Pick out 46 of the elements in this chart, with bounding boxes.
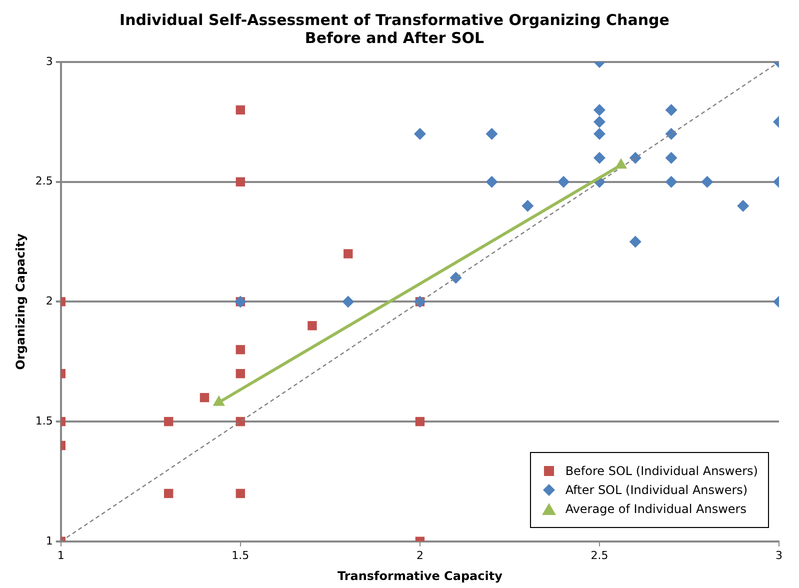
point [629,236,642,248]
point [415,416,425,426]
legend-label: Average of Individual Answers [565,502,746,516]
point [342,296,354,308]
legend-label: Before SOL (Individual Answers) [565,464,758,478]
point [737,200,750,212]
point [558,176,570,188]
point [593,104,606,116]
x-tick-label: 1 [57,548,64,562]
y-tick-label: 2 [46,294,53,308]
point [486,128,498,140]
point [164,488,174,498]
x-tick-label: 2 [416,548,424,562]
point [593,152,606,164]
point [450,272,462,284]
point [593,128,606,140]
point [200,392,210,402]
point [665,176,678,188]
y-tick-label: 1.5 [35,414,53,428]
y-tick-label: 1 [46,534,53,548]
point [236,105,246,115]
point [344,249,353,258]
point [236,369,246,378]
point [701,176,714,188]
point [414,128,426,140]
legend-label: After SOL (Individual Answers) [565,483,748,497]
y-tick-label: 3 [46,54,53,68]
point [665,128,678,140]
point [308,321,317,330]
point [164,416,174,426]
point [665,152,678,164]
point [629,152,642,164]
y-axis-title: Organizing Capacity [13,233,28,370]
point [593,116,606,128]
point [522,200,534,212]
x-tick-label: 1.5 [232,548,250,562]
x-axis-title: Transformative Capacity [337,568,503,583]
point [236,177,246,186]
point [236,345,246,354]
chart-title: Individual Self-Assessment of Transformative Organizing Change Before and After SOL [120,10,670,47]
point [236,488,246,498]
x-tick-label: 2.5 [590,548,608,562]
point [665,104,678,116]
point [486,176,498,188]
y-tick-label: 2.5 [35,174,53,188]
x-tick-label: 3 [776,548,782,562]
